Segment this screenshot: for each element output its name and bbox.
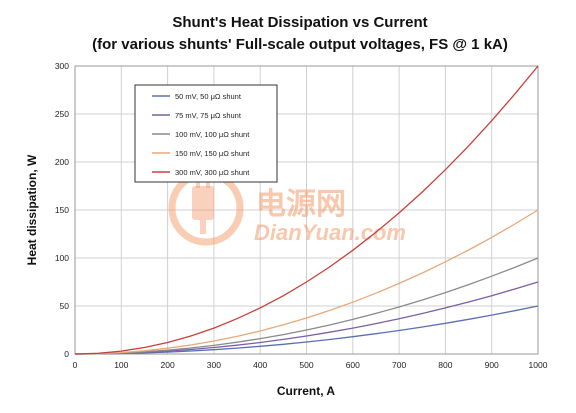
x-tick-label: 400	[253, 360, 267, 370]
x-tick-label: 700	[392, 360, 406, 370]
x-tick-label: 900	[485, 360, 499, 370]
x-tick-label: 600	[346, 360, 360, 370]
watermark-logo-icon	[168, 170, 244, 246]
y-axis-ticks: 0 50 100 150 200 250 300	[55, 61, 69, 359]
chart-title: Shunt's Heat Dissipation vs Current	[172, 14, 427, 31]
watermark-chinese-text: 电源网	[256, 187, 346, 222]
legend-label: 50 mV, 50 μΩ shunt	[175, 92, 242, 101]
series-line-2	[74, 281, 539, 355]
chart-subtitle: (for various shunts' Full-scale output v…	[92, 36, 508, 53]
x-tick-label: 1000	[529, 360, 548, 370]
series-line-5	[74, 65, 539, 355]
series-line-1	[74, 305, 539, 355]
x-tick-label: 0	[73, 360, 78, 370]
y-axis-label: Heat dissipation, W	[25, 154, 39, 265]
x-axis-label: Current, A	[277, 384, 336, 398]
legend-label: 150 mV, 150 μΩ shunt	[175, 149, 250, 158]
series-lines	[74, 65, 539, 355]
y-tick-label: 150	[55, 205, 69, 215]
legend-label: 100 mV, 100 μΩ shunt	[175, 130, 250, 139]
x-axis-ticks: 0 100 200 300 400 500 600 700 800 900 1000	[73, 360, 548, 370]
series-line-3	[74, 257, 539, 355]
x-tick-label: 500	[299, 360, 313, 370]
x-tick-label: 200	[161, 360, 175, 370]
y-tick-label: 250	[55, 109, 69, 119]
x-tick-label: 800	[438, 360, 452, 370]
series-line-4	[74, 209, 539, 355]
x-tick-label: 100	[114, 360, 128, 370]
legend-label: 75 mV, 75 μΩ shunt	[175, 111, 242, 120]
x-tick-label: 300	[207, 360, 221, 370]
y-tick-label: 100	[55, 253, 69, 263]
y-tick-label: 0	[64, 349, 69, 359]
y-tick-label: 200	[55, 157, 69, 167]
y-tick-label: 300	[55, 61, 69, 71]
legend: 50 mV, 50 μΩ shunt 75 mV, 75 μΩ shunt 100 …	[134, 84, 278, 183]
legend-label: 300 mV, 300 μΩ shunt	[175, 168, 250, 177]
y-tick-label: 50	[60, 301, 70, 311]
watermark-english-text: DianYuan.com	[254, 220, 406, 245]
